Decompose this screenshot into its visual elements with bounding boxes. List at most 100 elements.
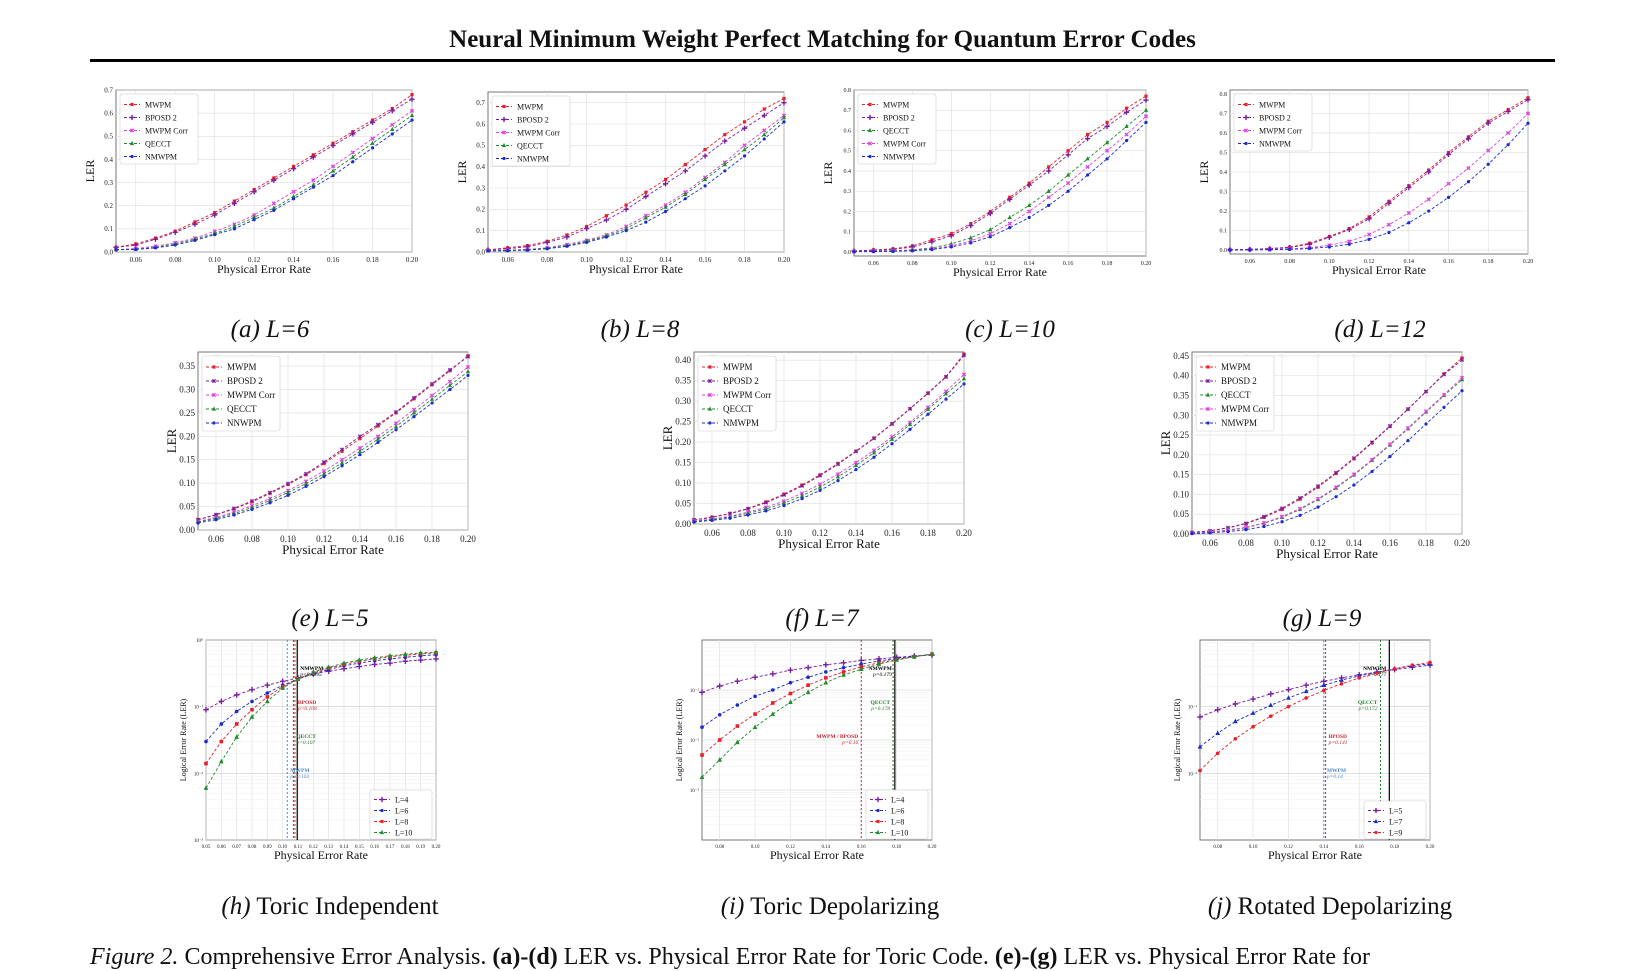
marker-triangle	[234, 734, 239, 739]
legend-label: L=10	[891, 829, 908, 838]
marker-circle	[854, 467, 858, 472]
x-tick-label: 0.16	[1382, 538, 1398, 548]
marker-square	[762, 107, 766, 111]
y-tick-label: 10⁻³	[194, 838, 204, 844]
marker-square	[624, 203, 628, 207]
threshold-value: p=0.14	[1326, 773, 1343, 780]
legend-label: NMWPM	[1221, 418, 1257, 428]
marker-triangle	[929, 650, 935, 656]
marker-cross	[1243, 525, 1249, 530]
subfigure-i: 0.08 0.10 0.12 0.14 0.16 0.18 0.20 10⁻³ 10⁻² 10⁻¹…	[675, 639, 970, 880]
y-tick-label: 0.0	[1220, 248, 1228, 254]
marker-cross	[1351, 455, 1357, 461]
legend-label: MWPM	[517, 103, 543, 112]
marker-circle	[969, 241, 973, 245]
marker-cross	[1441, 372, 1447, 377]
x-tick-label: 0.12	[620, 256, 633, 264]
marker-circle	[988, 235, 992, 239]
marker-cross	[409, 108, 415, 113]
marker-circle	[1387, 230, 1391, 235]
legend: MWPM BPOSD 2 MWPM Corr QECCT NMWPM	[119, 93, 199, 165]
marker-triangle	[841, 672, 846, 677]
legend-label: BPOSD 2	[227, 376, 263, 386]
marker-triangle	[447, 382, 453, 387]
marker-triangle	[1339, 677, 1344, 682]
marker-triangle	[961, 376, 967, 381]
marker-cross	[321, 468, 327, 474]
marker-triangle	[311, 182, 316, 187]
x-tick-label: 0.06	[1245, 259, 1256, 265]
x-tick-label: 0.10	[581, 256, 594, 264]
marker-circle	[304, 484, 308, 489]
marker-cross	[1315, 484, 1321, 489]
legend-label: MWPM Corr	[227, 390, 275, 400]
marker-circle	[268, 501, 272, 505]
marker-circle	[944, 397, 948, 401]
legend-box	[1233, 93, 1313, 152]
marker-circle	[890, 442, 894, 446]
marker-circle	[708, 421, 712, 425]
marker-circle	[412, 415, 416, 419]
marker-triangle	[1124, 123, 1129, 129]
marker-triangle	[1046, 188, 1051, 193]
y-tick-label: 0.10	[675, 478, 691, 488]
marker-cross	[988, 231, 993, 236]
series-line	[197, 375, 469, 524]
marker-triangle	[762, 132, 767, 137]
series-line	[853, 109, 1147, 252]
x-tick-label: 0.10	[776, 528, 792, 538]
x-tick-label: 0.13	[324, 845, 333, 850]
x-tick-label: 0.12	[786, 845, 795, 850]
y-tick-label: 0.15	[179, 455, 195, 465]
legend-label: L=6	[891, 807, 904, 816]
marker-square	[782, 96, 786, 100]
marker-circle	[876, 808, 880, 813]
x-tick-label: 0.12	[812, 528, 828, 538]
marker-circle	[1427, 209, 1431, 213]
x-axis-label: Physical Error Rate	[1276, 546, 1378, 561]
y-axis-label: Logical Error Rate (LER)	[1173, 698, 1182, 781]
marker-triangle	[799, 493, 805, 498]
legend-label: MWPM Corr	[1259, 127, 1302, 136]
marker-circle	[949, 245, 953, 249]
plot-area: 0.06 0.08 0.10 0.12 0.14 0.16 0.18 0.20 0.0 0.1 0.…	[821, 88, 1151, 279]
marker-triangle	[781, 500, 787, 505]
marker-triangle	[429, 396, 435, 401]
x-tick-label: 0.08	[541, 256, 554, 264]
marker-cross	[1459, 357, 1465, 363]
y-tick-label: 0.7	[104, 86, 113, 94]
marker-cross	[1333, 485, 1339, 490]
marker-square	[502, 104, 506, 109]
caption-ref-1: (a)-(d)	[492, 944, 558, 970]
marker-circle	[1226, 530, 1230, 534]
marker-square	[1280, 507, 1284, 512]
marker-circle	[1322, 688, 1326, 693]
x-tick-label: 0.18	[920, 528, 936, 538]
chart-c: 0.06 0.08 0.10 0.12 0.14 0.16 0.18 0.20 0.0 0.1 0.…	[821, 88, 1151, 279]
y-tick-label: 0.15	[675, 458, 691, 468]
x-tick-label: 0.14	[848, 528, 864, 538]
subfigure-d: 0.06 0.08 0.10 0.12 0.14 0.16 0.18 0.20 0.0 0.1 0.…	[1197, 88, 1554, 288]
marker-cross	[1205, 406, 1211, 412]
marker-square	[1244, 102, 1248, 107]
legend-label: NMWPM	[1259, 140, 1291, 149]
legend: MWPM BPOSD 2 MWPM Corr QECCT NMWPM	[491, 95, 571, 167]
marker-circle	[836, 478, 840, 483]
x-tick-label: 0.16	[1443, 259, 1454, 265]
x-tick-label: 0.08	[244, 534, 260, 544]
series-line	[853, 95, 1147, 252]
series-line	[487, 117, 785, 252]
y-tick-label: 0.6	[476, 120, 485, 128]
x-tick-label: 0.20	[1454, 538, 1470, 548]
marker-circle	[908, 427, 912, 431]
x-tick-label: 0.14	[659, 256, 672, 264]
marker-square	[219, 739, 224, 744]
marker-triangle	[321, 471, 327, 476]
chart-j: 0.08 0.10 0.12 0.14 0.16 0.18 0.20 10⁻² 10⁻¹ Phys…	[1173, 639, 1435, 862]
x-tick-label: 0.10	[751, 845, 760, 850]
marker-circle	[824, 670, 828, 674]
y-tick-label: 0.30	[675, 396, 691, 406]
y-axis-label: Logical Error Rate (LER)	[179, 698, 188, 781]
legend-label: NMWPM	[723, 418, 759, 428]
y-tick-label: 0.0	[844, 250, 852, 256]
